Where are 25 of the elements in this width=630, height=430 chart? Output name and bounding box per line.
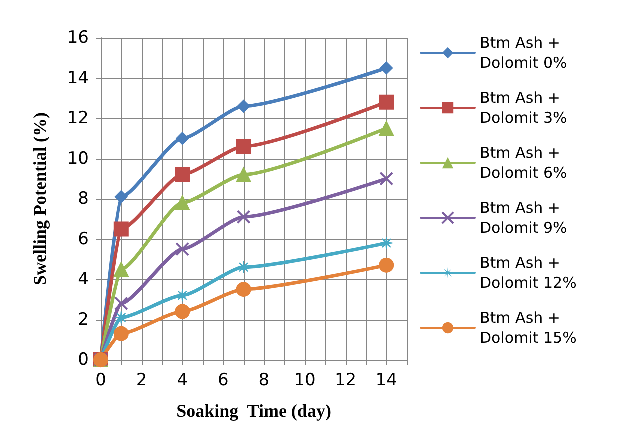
y-axis-title: Swelling Potential (%) [30,112,50,286]
y-tick-label: 16 [67,28,89,48]
y-tick-label: 12 [67,108,89,128]
x-tick-label: 14 [376,370,398,390]
legend-label: Btm Ash + Dolomit 0% [480,34,568,72]
y-tick-label: 4 [78,270,89,290]
legend-label: Btm Ash + Dolomit 12% [480,254,577,292]
y-tick-label: 8 [78,189,89,209]
legend-label: Btm Ash + Dolomit 3% [480,89,568,127]
x-tick-label: 12 [334,370,357,390]
x-tick-label: 0 [96,370,106,390]
x-tick-label: 6 [218,370,229,390]
x-tick-label: 4 [177,370,188,390]
y-tick-label: 0 [78,350,89,370]
x-tick-label: 8 [258,370,270,390]
x-axis-title: Soaking Time (day) [176,401,332,421]
y-tick-label: 10 [67,148,89,169]
y-tick-label: 6 [78,229,89,250]
legend-label: Btm Ash + Dolomit 15% [480,309,577,347]
y-tick-label: 2 [78,310,89,330]
x-tick-label: 2 [136,370,148,390]
x-tick-label: 10 [294,370,316,390]
y-tick-label: 14 [67,68,89,88]
legend-label: Btm Ash + Dolomit 9% [480,199,568,237]
legend-label: Btm Ash + Dolomit 6% [480,144,568,182]
